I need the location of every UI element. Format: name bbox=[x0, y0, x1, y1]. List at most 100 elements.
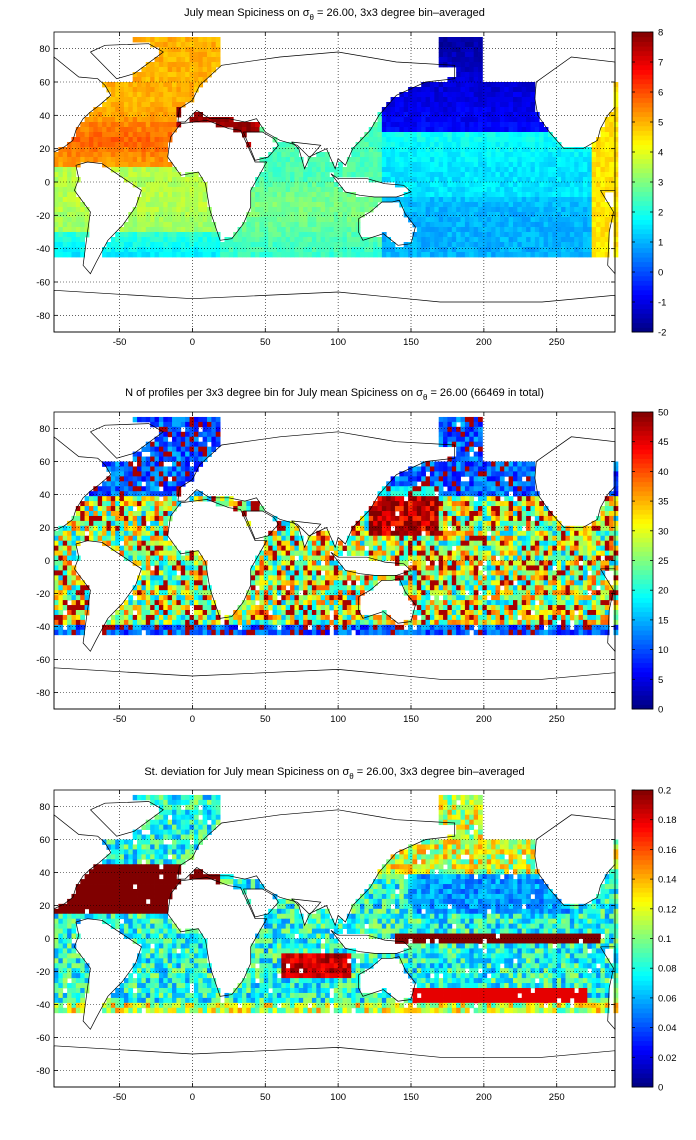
heatmap-cell bbox=[360, 142, 365, 148]
heatmap-cell bbox=[294, 222, 300, 228]
heatmap-cell bbox=[613, 187, 619, 193]
heatmap-cell bbox=[272, 162, 278, 168]
heatmap-cell bbox=[486, 147, 492, 153]
heatmap-cell bbox=[381, 525, 387, 532]
heatmap-cell bbox=[150, 62, 155, 68]
heatmap-cell bbox=[316, 157, 322, 163]
heatmap-cell bbox=[504, 112, 510, 118]
heatmap-cell bbox=[460, 471, 466, 477]
heatmap-cell bbox=[137, 217, 142, 223]
heatmap-cell bbox=[521, 187, 527, 193]
heatmap-cell bbox=[473, 456, 479, 462]
heatmap-cell bbox=[268, 252, 273, 258]
heatmap-cell bbox=[530, 227, 536, 233]
heatmap-cell bbox=[67, 182, 72, 188]
heatmap-cell bbox=[163, 87, 169, 93]
heatmap-cell bbox=[255, 212, 260, 218]
colorbar-band bbox=[632, 275, 653, 281]
heatmap-cell bbox=[508, 202, 514, 208]
heatmap-cell bbox=[596, 157, 601, 163]
heatmap-cell bbox=[416, 540, 422, 547]
heatmap-cell bbox=[582, 540, 588, 547]
heatmap-cell bbox=[88, 506, 94, 512]
heatmap-cell bbox=[132, 466, 138, 472]
heatmap-cell bbox=[381, 506, 387, 512]
heatmap-cell bbox=[154, 242, 160, 248]
heatmap-cell bbox=[281, 207, 287, 213]
heatmap-cell bbox=[486, 162, 492, 168]
heatmap-cell bbox=[587, 177, 593, 183]
heatmap-cell bbox=[176, 501, 182, 507]
heatmap-cell bbox=[460, 122, 466, 128]
heatmap-cell bbox=[451, 217, 457, 223]
heatmap-cell bbox=[272, 177, 278, 183]
heatmap-cell bbox=[333, 212, 339, 218]
heatmap-cell bbox=[307, 202, 313, 208]
heatmap-cell bbox=[311, 207, 317, 213]
heatmap-cell bbox=[102, 535, 107, 542]
heatmap-cell bbox=[482, 217, 488, 223]
heatmap-cell bbox=[329, 187, 335, 193]
heatmap-cell bbox=[495, 515, 501, 522]
heatmap-cell bbox=[272, 182, 278, 188]
heatmap-cell bbox=[543, 127, 549, 133]
heatmap-cell bbox=[259, 202, 265, 208]
heatmap-cell bbox=[513, 117, 518, 123]
heatmap-cell bbox=[263, 167, 269, 173]
heatmap-cell bbox=[539, 540, 544, 547]
heatmap-cell bbox=[517, 172, 523, 178]
heatmap-cell bbox=[58, 252, 64, 258]
heatmap-cell bbox=[145, 142, 151, 148]
heatmap-cell bbox=[508, 252, 514, 258]
heatmap-cell bbox=[294, 247, 300, 253]
heatmap-cell bbox=[145, 530, 151, 537]
heatmap-cell bbox=[110, 486, 116, 492]
heatmap-cell bbox=[145, 237, 151, 243]
heatmap-cell bbox=[416, 167, 422, 173]
heatmap-cell bbox=[521, 217, 527, 223]
colorbar-band bbox=[632, 303, 653, 310]
heatmap-cell bbox=[62, 535, 68, 542]
heatmap-cell bbox=[534, 530, 540, 537]
heatmap-cell bbox=[526, 540, 531, 547]
heatmap-cell bbox=[486, 461, 492, 467]
heatmap-cell bbox=[596, 217, 601, 223]
heatmap-cell bbox=[377, 127, 383, 133]
heatmap-cell bbox=[569, 202, 575, 208]
heatmap-cell bbox=[176, 42, 182, 48]
heatmap-cell bbox=[137, 117, 142, 123]
heatmap-cell bbox=[145, 466, 151, 472]
heatmap-cell bbox=[434, 102, 440, 108]
heatmap-cell bbox=[596, 177, 601, 183]
heatmap-cell bbox=[93, 152, 99, 158]
heatmap-cell bbox=[530, 207, 536, 213]
heatmap-cell bbox=[390, 535, 396, 542]
heatmap-cell bbox=[491, 511, 496, 517]
heatmap-cell bbox=[491, 501, 496, 507]
heatmap-cell bbox=[390, 496, 396, 502]
heatmap-cell bbox=[128, 535, 134, 542]
heatmap-cell bbox=[443, 217, 448, 223]
heatmap-cell bbox=[84, 525, 90, 532]
heatmap-cell bbox=[158, 127, 164, 133]
heatmap-cell bbox=[250, 247, 256, 253]
heatmap-cell bbox=[338, 207, 343, 213]
heatmap-cell bbox=[185, 222, 190, 228]
heatmap-cell bbox=[434, 92, 440, 98]
heatmap-cell bbox=[189, 227, 195, 233]
heatmap-cell bbox=[128, 252, 134, 258]
heatmap-cell bbox=[97, 152, 103, 158]
heatmap-cell bbox=[526, 486, 531, 492]
heatmap-cell bbox=[390, 107, 396, 113]
heatmap-cell bbox=[386, 530, 391, 537]
heatmap-cell bbox=[377, 545, 383, 551]
heatmap-cell bbox=[504, 147, 510, 153]
heatmap-cell bbox=[596, 237, 601, 243]
heatmap-cell bbox=[220, 117, 225, 123]
heatmap-cell bbox=[460, 506, 466, 512]
heatmap-cell bbox=[80, 157, 85, 163]
heatmap-cell bbox=[158, 252, 164, 258]
heatmap-cell bbox=[185, 207, 190, 213]
heatmap-cell bbox=[429, 247, 435, 253]
heatmap-cell bbox=[451, 122, 457, 128]
